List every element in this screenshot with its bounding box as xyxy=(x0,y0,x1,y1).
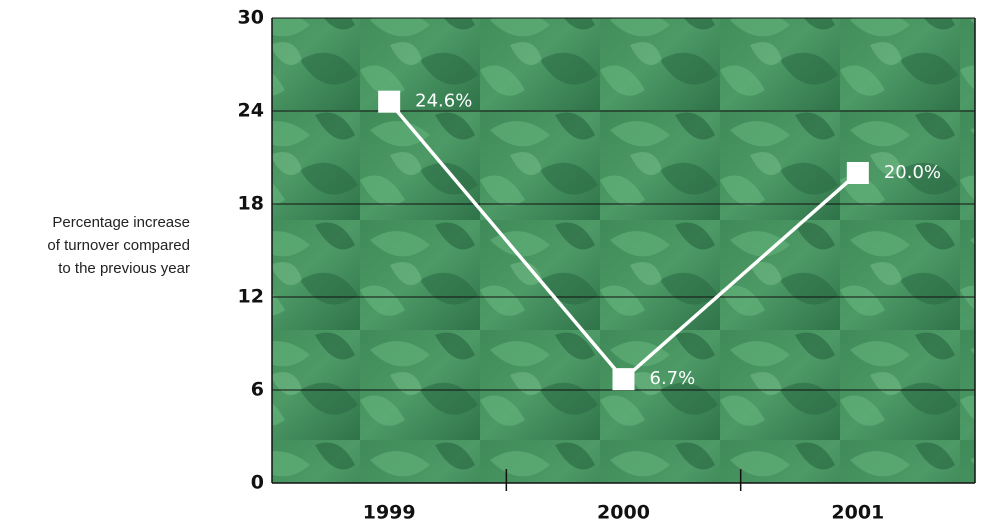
plot-background xyxy=(272,18,975,483)
y-tick-label: 12 xyxy=(238,286,264,308)
y-axis-label-line: Percentage increase xyxy=(52,214,190,231)
value-label: 6.7% xyxy=(650,368,696,389)
y-axis-label-line: of turnover compared xyxy=(47,237,190,254)
y-tick-label: 0 xyxy=(251,472,264,494)
x-tick-label: 2000 xyxy=(597,502,650,524)
y-tick-label: 24 xyxy=(238,100,264,122)
value-label: 20.0% xyxy=(884,162,941,183)
y-tick-label: 30 xyxy=(238,7,264,29)
marker xyxy=(847,162,869,184)
y-tick-label: 6 xyxy=(251,379,264,401)
x-tick-label: 2001 xyxy=(831,502,884,524)
y-axis-label: Percentage increase of turnover compared t… xyxy=(47,214,190,277)
y-axis-label-line: to the previous year xyxy=(58,260,190,277)
marker xyxy=(613,368,635,390)
y-tick-label: 18 xyxy=(238,193,264,215)
value-label: 24.6% xyxy=(415,91,472,112)
marker xyxy=(378,91,400,113)
x-tick-label: 1999 xyxy=(363,502,416,524)
chart: Percentage increase of turnover compared t… xyxy=(0,0,985,525)
